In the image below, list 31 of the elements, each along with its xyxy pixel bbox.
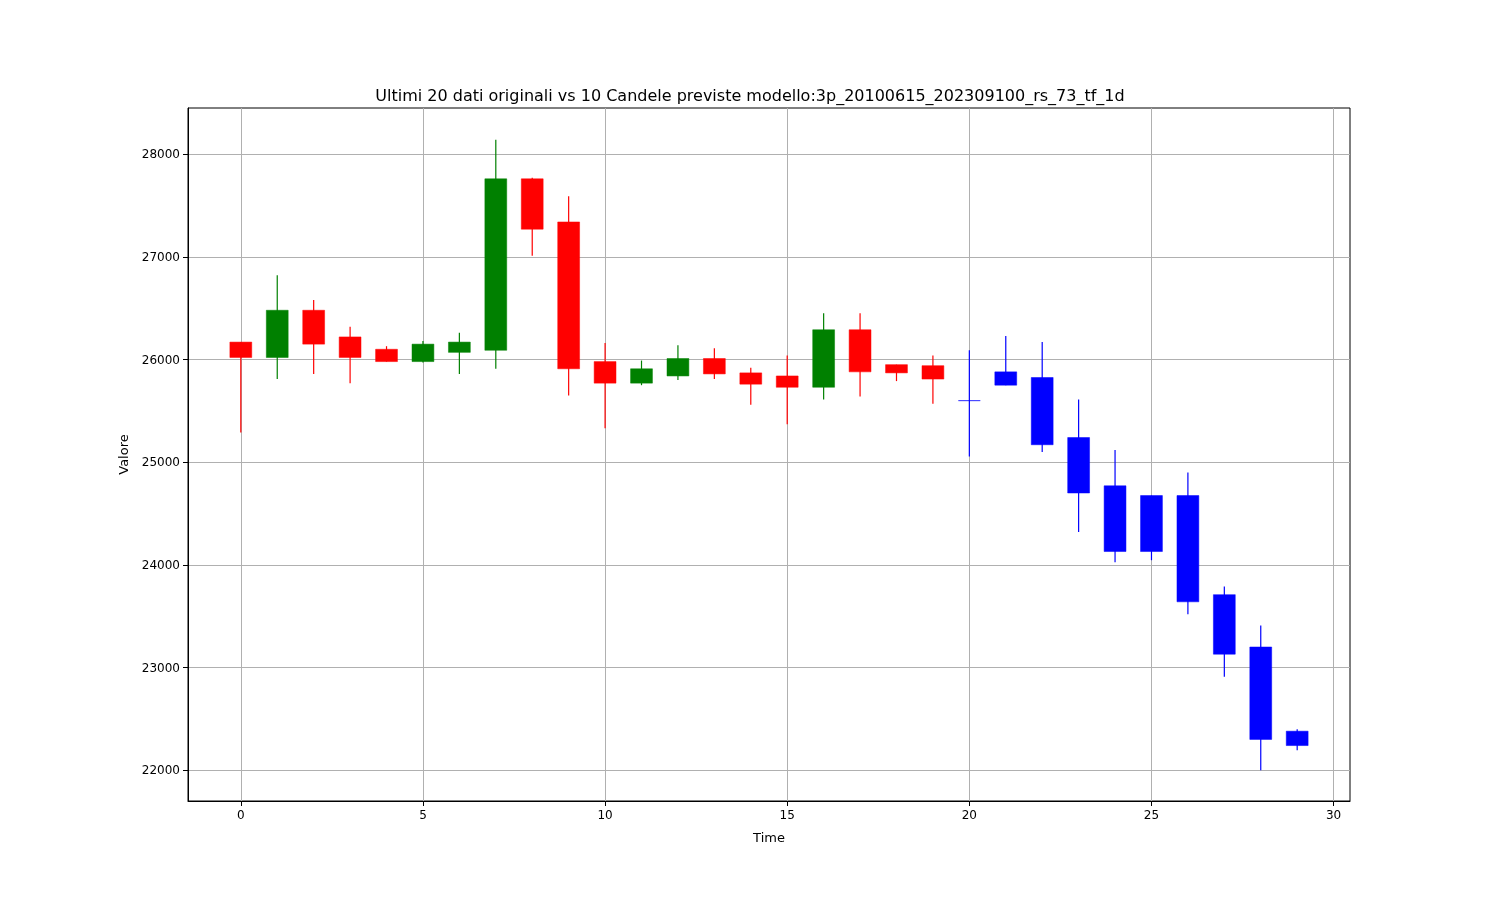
candlestick	[338, 326, 362, 384]
y-tick-label: 24000	[141, 557, 180, 572]
candlestick	[1286, 728, 1309, 751]
candlestick	[448, 332, 471, 375]
x-tick-label: 30	[1325, 808, 1342, 822]
y-tick-label: 26000	[141, 352, 180, 367]
candlestick	[994, 335, 1017, 386]
candlestick	[739, 367, 762, 406]
candlestick	[921, 354, 945, 405]
candlestick	[411, 340, 435, 364]
x-tick-label: 25	[1143, 808, 1160, 822]
candlestick	[593, 342, 617, 429]
candlestick	[776, 354, 799, 425]
candlestick	[703, 347, 726, 380]
candlestick	[229, 341, 252, 434]
x-axis-title: Time	[752, 830, 785, 845]
x-tick-label: 15	[779, 808, 795, 822]
candlestick	[958, 349, 981, 458]
y-tick-label: 28000	[141, 147, 180, 162]
candlestick	[666, 344, 690, 381]
x-tick-label: 0	[237, 808, 245, 822]
y-tick-label: 27000	[141, 249, 180, 264]
y-axis-title: Valore	[116, 434, 131, 475]
y-tick-label: 25000	[141, 455, 180, 470]
chart-title: Ultimi 20 dati originali vs 10 Candele previste modello:3p_20100615_202309100_rs_73_tf_1d	[375, 85, 1125, 106]
y-tick-label: 23000	[141, 660, 180, 675]
y-tick-label: 22000	[141, 763, 180, 778]
candlestick	[630, 359, 653, 386]
x-tick-label: 20	[961, 808, 977, 822]
x-tick-label: 5	[419, 808, 427, 822]
x-tick-label: 10	[597, 808, 613, 822]
